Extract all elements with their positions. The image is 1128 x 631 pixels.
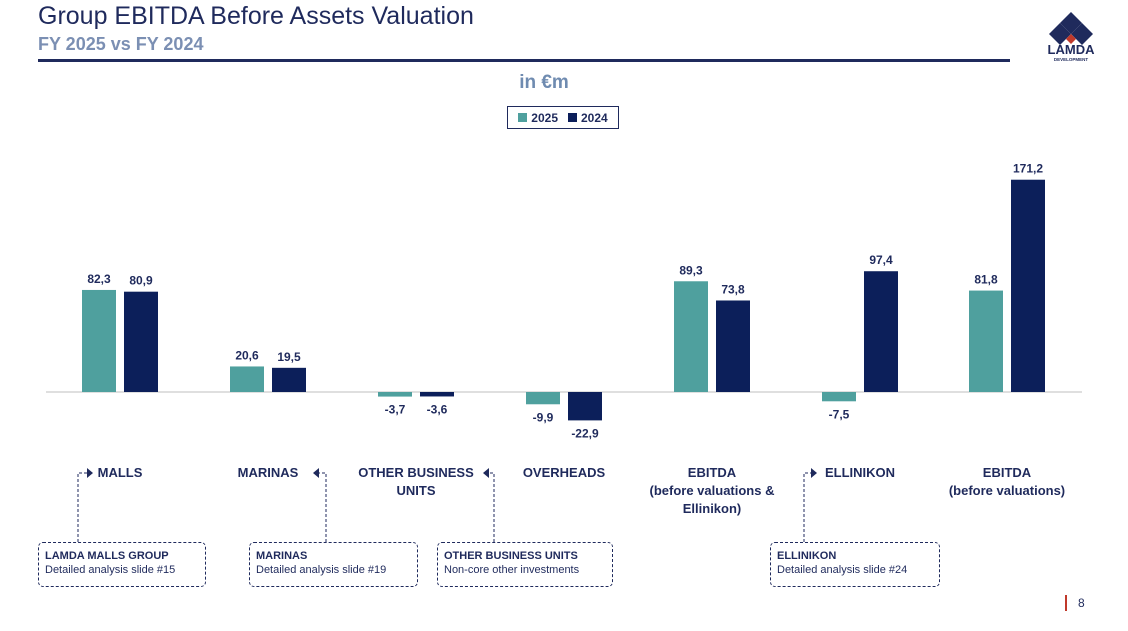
category-label-5: ELLINIKON <box>800 464 920 482</box>
data-label-2025-5: -7,5 <box>829 407 850 421</box>
page-subtitle: FY 2025 vs FY 2024 <box>38 34 204 54</box>
data-label-2024-3: -22,9 <box>571 426 599 440</box>
detail-box-ellinikon: ELLINIKON Detailed analysis slide #24 <box>770 542 940 587</box>
bar-2025-5 <box>822 392 856 402</box>
category-label-line: EBITDA <box>687 465 737 480</box>
bar-2024-1 <box>272 367 306 392</box>
bar-2024-0 <box>124 291 158 392</box>
bar-2024-3 <box>568 392 602 421</box>
data-label-2024-4: 73,8 <box>721 282 745 296</box>
chart-legend: 2025 2024 <box>507 106 619 129</box>
legend-item-2025: 2025 <box>518 111 558 125</box>
data-label-2025-3: -9,9 <box>533 410 554 424</box>
lamda-logo: LAMDA DEVELOPMENT <box>1048 12 1096 62</box>
data-label-2025-4: 89,3 <box>679 263 703 277</box>
category-label-2: OTHER BUSINESS UNITS <box>351 464 481 500</box>
category-label-line: MALLS <box>97 465 143 480</box>
data-label-2025-2: -3,7 <box>385 403 406 417</box>
legend-swatch-2024 <box>568 113 577 122</box>
data-label-2025-1: 20,6 <box>235 348 259 362</box>
bar-2025-3 <box>526 392 560 405</box>
detail-box-title: ELLINIKON <box>777 550 837 562</box>
category-label-line: EBITDA <box>982 465 1032 480</box>
logo-diamond-red <box>1066 34 1076 44</box>
bar-2025-2 <box>378 392 412 397</box>
data-label-2024-0: 80,9 <box>129 274 153 288</box>
detail-box-desc: Detailed analysis slide #15 <box>45 564 176 576</box>
category-label-0: MALLS <box>60 464 180 482</box>
data-label-2025-6: 81,8 <box>974 273 998 287</box>
bar-2024-5 <box>864 271 898 392</box>
legend-swatch-2025 <box>518 113 528 122</box>
logo-diamond-left <box>1049 23 1071 45</box>
bar-2025-0 <box>82 289 116 392</box>
category-label-1: MARINAS <box>208 464 328 482</box>
data-label-2024-5: 97,4 <box>869 253 893 267</box>
logo-subtext: DEVELOPMENT <box>1054 57 1089 62</box>
category-label-line: UNITS <box>396 483 436 498</box>
legend-item-2024: 2024 <box>568 111 608 125</box>
category-label-line: MARINAS <box>237 465 299 480</box>
legend-label-2025: 2025 <box>531 110 558 125</box>
data-label-2024-2: -3,6 <box>427 402 448 416</box>
bar-2025-6 <box>969 290 1003 392</box>
detail-box-desc: Detailed analysis slide #19 <box>256 564 387 576</box>
category-label-line: (before valuations & <box>649 483 775 498</box>
category-label-line: OTHER BUSINESS <box>358 465 474 480</box>
detail-box-malls: LAMDA MALLS GROUP Detailed analysis slid… <box>38 542 206 587</box>
bar-2025-4 <box>674 281 708 392</box>
legend-label-2024: 2024 <box>581 110 608 125</box>
bar-2024-2 <box>420 392 454 397</box>
bar-2024-4 <box>716 300 750 392</box>
data-label-2024-6: 171,2 <box>1013 162 1043 176</box>
category-label-3: OVERHEADS <box>504 464 624 482</box>
data-label-2024-1: 19,5 <box>277 350 301 364</box>
data-label-2025-0: 82,3 <box>87 272 111 286</box>
bar-2025-1 <box>230 366 264 392</box>
page-marker <box>1065 595 1067 611</box>
title-divider <box>38 59 1010 62</box>
page-title: Group EBITDA Before Assets Valuation <box>38 2 474 30</box>
category-label-line: ELLINIKON <box>824 465 896 480</box>
detail-box-title: OTHER BUSINESS UNITS <box>444 550 578 562</box>
category-label-4: EBITDA (before valuations & Ellinikon) <box>632 464 792 518</box>
logo-diamond-right <box>1071 23 1093 45</box>
detail-box-title: LAMDA MALLS GROUP <box>45 550 169 562</box>
page-number: 8 <box>1078 596 1085 610</box>
category-label-6: EBITDA (before valuations) <box>932 464 1082 500</box>
detail-box-title: MARINAS <box>256 550 308 562</box>
category-label-line: OVERHEADS <box>522 465 606 480</box>
bar-2024-6 <box>1011 179 1045 392</box>
detail-box-other-business-units: OTHER BUSINESS UNITS Non-core other inve… <box>437 542 613 587</box>
category-label-line: Ellinikon) <box>682 501 742 516</box>
detail-box-desc: Detailed analysis slide #24 <box>777 564 908 576</box>
logo-text: LAMDA <box>1048 42 1096 57</box>
unit-label: in €m <box>519 72 569 93</box>
category-label-line: (before valuations) <box>948 483 1066 498</box>
detail-box-desc: Non-core other investments <box>444 564 580 576</box>
detail-box-marinas: MARINAS Detailed analysis slide #19 <box>249 542 418 587</box>
